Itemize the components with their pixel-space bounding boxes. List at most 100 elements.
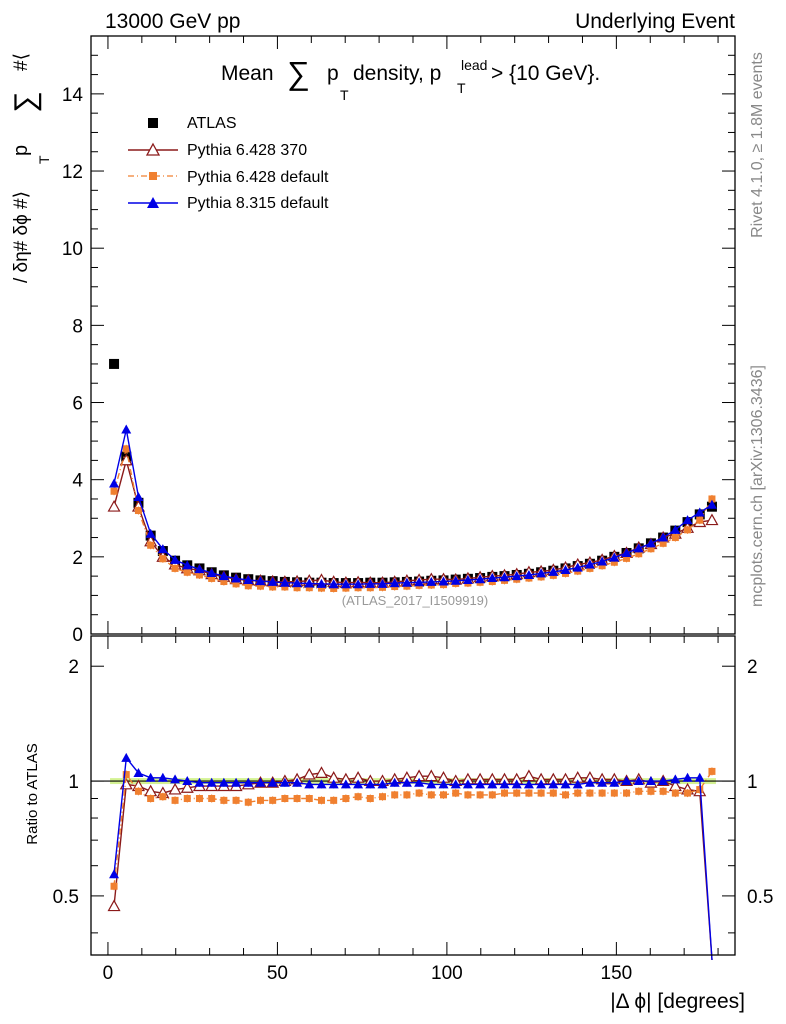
main-point-pythia-6-428-default-41: [610, 558, 618, 566]
main-point-pythia-8-315-default-16: [304, 578, 315, 588]
title-density: density, p: [353, 62, 441, 85]
main-point-pythia-8-315-default-22: [377, 578, 388, 588]
main-point-pythia-6-428-default-46: [671, 534, 679, 542]
x-axis-label: |Δ ϕ| [degrees]: [610, 990, 745, 1013]
main-ytick-label: 6: [72, 394, 83, 415]
ratio-point-pythia-8-315-default-45: [658, 776, 669, 786]
ratio-point-pythia-6-428-default-35: [537, 789, 545, 797]
ratio-point-pythia-6-428-default-31: [488, 791, 496, 799]
ratio-point-pythia-6-428-default-15: [293, 795, 301, 803]
ylabel-sum: ∑: [9, 91, 42, 112]
ratio-xtick-label: 100: [431, 963, 463, 984]
ratio-point-pythia-8-315-default-13: [267, 777, 278, 787]
ratio-point-pythia-6-428-370-17: [314, 766, 329, 778]
ratio-point-pythia-8-315-default-28: [450, 779, 461, 789]
ratio-ytick-label-left: 0.5: [53, 887, 79, 908]
main-point-pythia-8-315-default-38: [572, 562, 583, 572]
main-point-pythia-8-315-default-4: [157, 544, 168, 554]
main-point-pythia-8-315-default-10: [231, 573, 242, 583]
main-point-pythia-6-428-default-45: [659, 539, 667, 547]
ratio-point-pythia-6-428-default-43: [635, 787, 643, 795]
ratio-point-pythia-8-315-default-8: [206, 777, 217, 787]
ratio-point-pythia-8-315-default-6: [182, 776, 193, 786]
main-point-pythia-6-428-default-48: [696, 516, 704, 524]
ratio-point-pythia-8-315-default-32: [499, 779, 510, 789]
ratio-point-pythia-6-428-default-14: [281, 795, 289, 803]
ratio-point-pythia-8-315-default-48: [694, 772, 705, 782]
main-ytick-label: 8: [72, 316, 83, 337]
main-point-pythia-8-315-default-47: [682, 515, 693, 525]
ratio-point-pythia-8-315-default-43: [633, 776, 644, 786]
ratio-point-pythia-6-428-default-5: [171, 796, 179, 804]
y-axis-label-main: / δη# δϕ #⟩ p T ∑ #⟨: [9, 53, 52, 283]
ratio-point-pythia-6-428-default-8: [208, 795, 216, 803]
main-point-pythia-6-428-default-15: [293, 584, 301, 592]
main-point-pythia-8-315-default-44: [645, 538, 656, 548]
main-point-pythia-8-315-default-23: [389, 578, 400, 588]
main-point-pythia-8-315-default-32: [499, 572, 510, 582]
main-point-pythia-8-315-default-42: [621, 547, 632, 557]
main-point-pythia-8-315-default-35: [536, 568, 547, 578]
main-point-pythia-8-315-default-48: [694, 507, 705, 517]
main-ytick-label: 0: [72, 625, 83, 646]
main-point-pythia-8-315-default-49: [706, 499, 717, 509]
main-point-pythia-8-315-default-31: [487, 573, 498, 583]
ratio-point-pythia-8-315-default-10: [231, 777, 242, 787]
main-data-layer: [107, 358, 719, 593]
ratio-point-pythia-6-428-default-24: [403, 791, 411, 799]
ratio-point-pythia-8-315-default-26: [426, 779, 437, 789]
ratio-point-pythia-8-315-default-16: [304, 779, 315, 789]
main-ytick-label: 12: [62, 162, 83, 183]
main-point-pythia-8-315-default-39: [584, 559, 595, 569]
legend-marker-atlas: [148, 118, 158, 128]
ratio-point-pythia-8-315-default-7: [194, 777, 205, 787]
title-p: p: [327, 62, 339, 85]
ratio-point-pythia-6-428-default-23: [391, 791, 399, 799]
ratio-point-pythia-8-315-default-30: [475, 779, 486, 789]
ratio-point-pythia-6-428-default-46: [671, 789, 679, 797]
ratio-point-pythia-6-428-default-18: [330, 796, 338, 804]
ratio-point-pythia-6-428-default-40: [598, 789, 606, 797]
main-point-pythia-8-315-default-29: [462, 574, 473, 584]
main-point-pythia-8-315-default-9: [218, 571, 229, 581]
ratio-point-pythia-6-428-default-36: [549, 789, 557, 797]
main-point-pythia-8-315-default-13: [267, 576, 278, 586]
ratio-point-pythia-6-428-default-42: [623, 789, 631, 797]
ratio-line-pythia-6-428-370: [113, 772, 713, 961]
ratio-point-pythia-8-315-default-4: [157, 772, 168, 782]
ratio-point-pythia-8-315-default-31: [487, 779, 498, 789]
title-T2: T: [457, 80, 466, 96]
main-point-pythia-8-315-default-18: [328, 579, 339, 589]
main-point-pythia-6-428-default-0: [110, 487, 118, 495]
main-point-pythia-6-428-default-13: [269, 583, 277, 591]
ratio-point-pythia-8-315-default-24: [401, 777, 412, 787]
main-point-pythia-8-315-default-30: [475, 574, 486, 584]
header-left: 13000 GeV pp: [105, 10, 240, 33]
ratio-point-pythia-6-428-default-38: [574, 789, 582, 797]
main-point-pythia-8-315-default-25: [414, 577, 425, 587]
ratio-xtick-label: 0: [103, 963, 114, 984]
ratio-point-pythia-6-428-default-22: [378, 793, 386, 801]
main-point-pythia-6-428-default-16: [305, 584, 313, 592]
main-point-pythia-6-428-default-49: [708, 495, 716, 503]
ratio-point-pythia-6-428-default-28: [452, 789, 460, 797]
ratio-point-pythia-8-315-default-5: [170, 774, 181, 784]
main-point-pythia-6-428-default-18: [330, 584, 338, 592]
ratio-point-pythia-6-428-default-29: [464, 791, 472, 799]
legend-label-py8: Pythia 8.315 default: [187, 195, 329, 212]
main-point-pythia-6-428-default-12: [256, 582, 264, 590]
main-point-pythia-8-315-default-36: [548, 566, 559, 576]
main-ytick-label: 2: [72, 548, 83, 569]
ratio-point-pythia-6-428-default-12: [256, 796, 264, 804]
ratio-point-pythia-8-315-default-14: [279, 777, 290, 787]
ratio-point-pythia-8-315-default-17: [316, 779, 327, 789]
main-ytick-label: 10: [62, 239, 83, 260]
ratio-point-pythia-8-315-default-27: [438, 779, 449, 789]
ratio-ytick-label-right: 0.5: [747, 887, 773, 908]
ratio-point-pythia-8-315-default-23: [389, 777, 400, 787]
mcplots-label: mcplots.cern.ch [arXiv:1306.3436]: [749, 365, 766, 607]
ratio-point-pythia-8-315-default-11: [243, 777, 254, 787]
ratio-point-pythia-6-428-default-4: [159, 793, 167, 801]
main-point-pythia-8-315-default-43: [633, 543, 644, 553]
ratio-ytick-label-right: 1: [747, 772, 758, 793]
